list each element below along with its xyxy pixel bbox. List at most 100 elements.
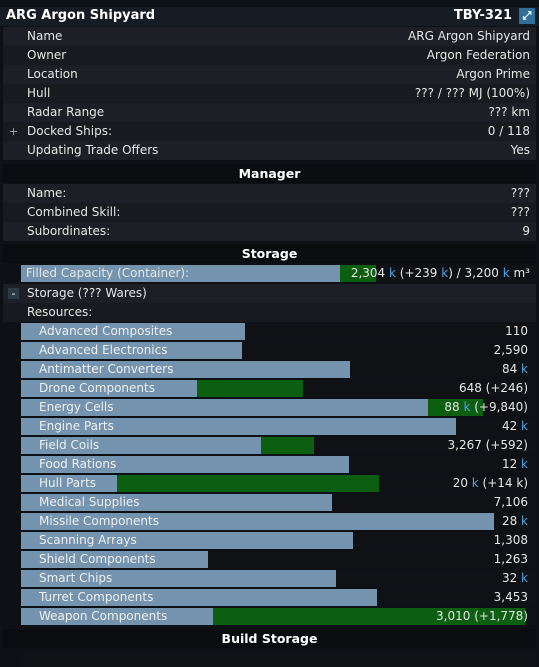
resource-row[interactable]: Energy Cells 88 k (+9,840) (21, 399, 536, 416)
storage-heading: Storage (3, 244, 536, 263)
resource-fill (21, 456, 349, 473)
resource-row[interactable]: Smart Chips 32 k (21, 570, 536, 587)
info-label: Updating Trade Offers (27, 143, 159, 157)
resource-fill (21, 532, 354, 549)
manager-row: Name:??? (3, 184, 536, 203)
manager-heading: Manager (3, 164, 536, 183)
resource-amount: 3,453 (493, 590, 528, 604)
resource-gain (213, 608, 525, 625)
resource-row[interactable]: Weapon Components 3,010 (+1,778) (21, 608, 536, 625)
resource-amount: 648 (+246) (458, 381, 528, 395)
info-value: 0 / 118 (487, 124, 530, 138)
info-row: Name ARG Argon Shipyard (3, 27, 536, 46)
resource-name: Antimatter Converters (39, 362, 174, 376)
resource-name: Missile Components (39, 514, 159, 528)
collapse-icon[interactable]: - (8, 288, 19, 299)
resource-fill (21, 475, 117, 492)
resource-row[interactable]: Field Coils 3,267 (+592) (21, 437, 536, 454)
resource-value: 3,453 (494, 590, 528, 604)
resource-amount: 20 (452, 476, 472, 490)
resource-value: 88 k (+9,840) (444, 400, 528, 414)
resource-row[interactable]: Medical Supplies 7,106 (21, 494, 536, 511)
resource-value: 2,590 (494, 343, 528, 357)
build-storage-heading: Build Storage (3, 629, 536, 648)
storage-wares-row[interactable]: - Storage (??? Wares) (3, 284, 536, 303)
resource-row[interactable]: Advanced Electronics 2,590 (21, 342, 536, 359)
manager-label: Combined Skill: (27, 205, 121, 219)
info-row: Updating Trade Offers Yes (3, 141, 536, 160)
resource-amount: 2,590 (493, 343, 528, 357)
resource-amount: 1,308 (493, 533, 528, 547)
info-value: ??? / ??? MJ (100%) (414, 86, 530, 100)
resource-amount: 28 (501, 514, 522, 528)
resource-row[interactable]: Hull Parts 20 k (+14 k) (21, 475, 536, 492)
resource-name: Food Rations (39, 457, 117, 471)
resource-value: 7,106 (494, 495, 528, 509)
resource-unit: k (521, 419, 528, 433)
resource-extra: (+9,840) (470, 400, 528, 414)
info-value: Argon Federation (426, 48, 530, 62)
build-storage-capacity-bar[interactable] (21, 650, 536, 667)
resource-value: 28 k (502, 514, 528, 528)
resource-name: Shield Components (39, 552, 156, 566)
resource-row[interactable]: Drone Components 648 (+246) (21, 380, 536, 397)
resource-unit: k (463, 400, 471, 414)
filled-capacity-bar[interactable]: Filled Capacity (Container): 2,304 k (+2… (21, 265, 536, 282)
info-label: Hull (27, 86, 51, 100)
info-label: Location (27, 67, 78, 81)
capacity-value: 2,304 k (+239 k) / 3,200 k m³ (350, 266, 530, 280)
info-label: Radar Range (27, 105, 105, 119)
resource-value: 1,308 (494, 533, 528, 547)
station-code: TBY-321 (453, 8, 512, 23)
info-value: ARG Argon Shipyard (408, 29, 530, 43)
info-row[interactable]: + Docked Ships: 0 / 118 (3, 122, 536, 141)
info-row: Location Argon Prime (3, 65, 536, 84)
resource-row[interactable]: Engine Parts 42 k (21, 418, 536, 435)
resource-amount: 1,263 (493, 552, 528, 566)
resource-row[interactable]: Antimatter Converters 84 k (21, 361, 536, 378)
resource-row[interactable]: Food Rations 12 k (21, 456, 536, 473)
resource-amount: 42 (501, 419, 522, 433)
resource-row[interactable]: Shield Components 1,263 (21, 551, 536, 568)
resource-gain (428, 399, 484, 416)
resource-amount: 110 (505, 324, 528, 338)
resource-unit: k (471, 476, 479, 490)
info-label: Docked Ships: (27, 124, 112, 138)
resource-value: 42 k (502, 419, 528, 433)
resource-row[interactable]: Scanning Arrays 1,308 (21, 532, 536, 549)
resource-fill (21, 494, 332, 511)
storage-wares-label: Storage (??? Wares) (27, 286, 147, 300)
info-row: Radar Range ??? km (3, 103, 536, 122)
resource-unit: k (521, 571, 528, 585)
resources-label: Resources: (27, 305, 93, 319)
expand-icon[interactable]: + (8, 125, 19, 138)
resource-amount: 88 (444, 400, 464, 414)
resource-gain (260, 437, 315, 454)
resource-fill (21, 399, 429, 416)
resource-row[interactable]: Turret Components 3,453 (21, 589, 536, 606)
info-row: Owner Argon Federation (3, 46, 536, 65)
resource-fill (21, 608, 214, 625)
expand-icon[interactable]: ⤢ (519, 8, 535, 24)
resource-fill (21, 361, 351, 378)
info-row: Hull ??? / ??? MJ (100%) (3, 84, 536, 103)
resource-row[interactable]: Advanced Composites 110 (21, 323, 536, 340)
resource-gain (196, 380, 304, 397)
info-label: Name (27, 29, 63, 43)
resource-name: Medical Supplies (39, 495, 140, 509)
manager-row: Combined Skill:??? (3, 203, 536, 222)
resource-name: Smart Chips (39, 571, 113, 585)
resource-amount: 32 (501, 571, 522, 585)
resource-name: Field Coils (39, 438, 100, 452)
resource-row[interactable]: Missile Components 28 k (21, 513, 536, 530)
resource-amount: 3,267 (+592) (447, 438, 529, 452)
resource-name: Weapon Components (39, 609, 168, 623)
manager-row: Subordinates: 9 (3, 222, 536, 241)
resource-amount: 12 (501, 457, 522, 471)
resource-unit: k (521, 457, 528, 471)
info-value: Argon Prime (456, 67, 530, 81)
resource-name: Engine Parts (39, 419, 114, 433)
resource-value: 3,267 (+592) (448, 438, 529, 452)
resource-fill (21, 437, 261, 454)
resource-fill (21, 551, 208, 568)
